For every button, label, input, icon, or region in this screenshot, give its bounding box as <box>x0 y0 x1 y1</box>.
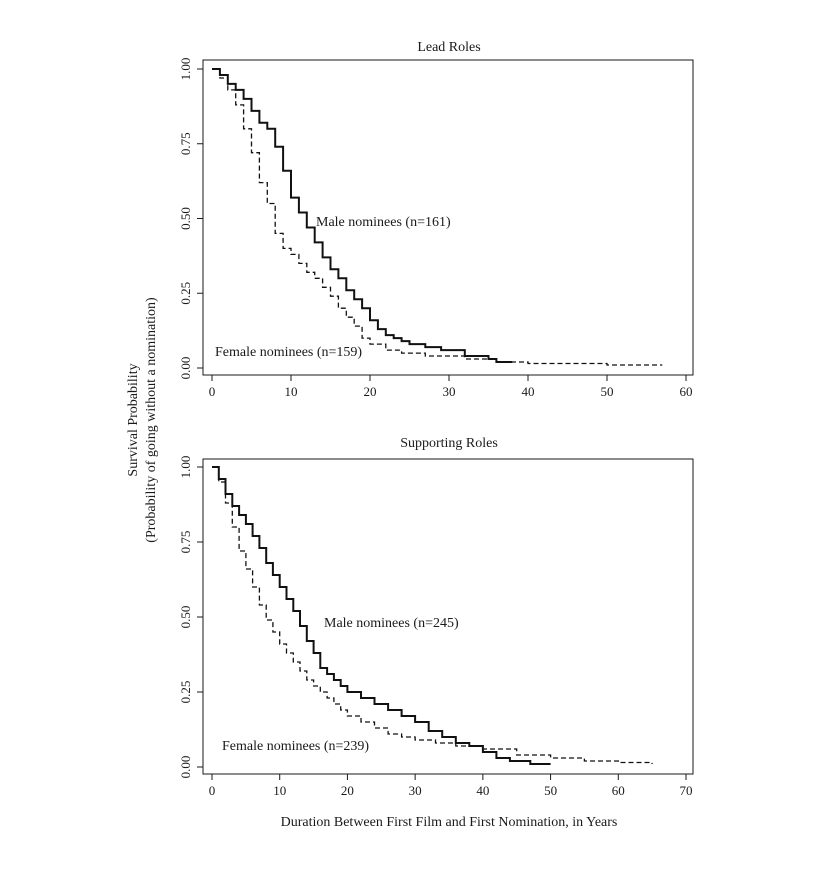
x-tick-label: 0 <box>209 384 216 399</box>
y-tick-label: 0.75 <box>178 531 193 554</box>
x-tick-label: 40 <box>522 384 535 399</box>
y-tick-label: 0.25 <box>178 282 193 305</box>
y-tick-label: 1.00 <box>178 456 193 479</box>
panel-title: Supporting Roles <box>400 436 498 451</box>
x-tick-label: 0 <box>209 783 216 798</box>
x-tick-label: 30 <box>409 783 422 798</box>
axis-ticks: 0 10 20 30 40 50 60 0.00 0.25 0.50 0.75 1.00 <box>178 58 693 399</box>
female-survival-curve <box>212 68 663 366</box>
y-axis-label-line2: (Probability of going without a nominati… <box>144 297 159 543</box>
x-tick-label: 50 <box>601 384 614 399</box>
x-tick-label: 10 <box>285 384 298 399</box>
x-tick-label: 20 <box>341 783 354 798</box>
survival-curves <box>212 68 663 366</box>
annotation-male-nominees: Male nominees (n=245) <box>324 616 459 631</box>
annotation-female-nominees: Female nominees (n=159) <box>215 345 362 360</box>
y-tick-label: 1.00 <box>178 58 193 81</box>
y-tick-label: 0.25 <box>178 681 193 704</box>
x-tick-label: 20 <box>364 384 377 399</box>
panel-title: Lead Roles <box>417 40 480 55</box>
x-tick-label: 60 <box>680 384 693 399</box>
female-survival-curve <box>212 466 653 764</box>
y-tick-label: 0.00 <box>178 756 193 779</box>
x-tick-label: 10 <box>273 783 286 798</box>
supporting-roles-panel: Supporting Roles 0 10 20 30 40 50 60 70 0.00 0.25… <box>178 436 694 798</box>
y-tick-label: 0.75 <box>178 132 193 155</box>
annotation-female-nominees: Female nominees (n=239) <box>222 739 369 754</box>
survival-curves <box>212 466 653 765</box>
y-tick-label: 0.50 <box>178 207 193 230</box>
x-tick-label: 40 <box>476 783 489 798</box>
y-tick-label: 0.50 <box>178 606 193 629</box>
x-tick-label: 50 <box>544 783 557 798</box>
axis-ticks: 0 10 20 30 40 50 60 70 0.00 0.25 0.50 0.75 1.00 <box>178 456 693 798</box>
male-survival-curve <box>212 68 513 363</box>
x-axis-label: Duration Between First Film and First No… <box>281 815 618 830</box>
x-tick-label: 30 <box>443 384 456 399</box>
annotation-male-nominees: Male nominees (n=161) <box>316 215 451 230</box>
x-tick-label: 70 <box>680 783 693 798</box>
x-tick-label: 60 <box>612 783 625 798</box>
lead-roles-panel: Lead Roles 0 10 20 30 40 50 60 0.00 0.25 0.50 0.75… <box>178 40 694 399</box>
plot-frame <box>202 59 694 376</box>
male-survival-curve <box>212 466 551 765</box>
y-axis-label-line1: Survival Probability <box>126 363 141 476</box>
y-tick-label: 0.00 <box>178 357 193 380</box>
